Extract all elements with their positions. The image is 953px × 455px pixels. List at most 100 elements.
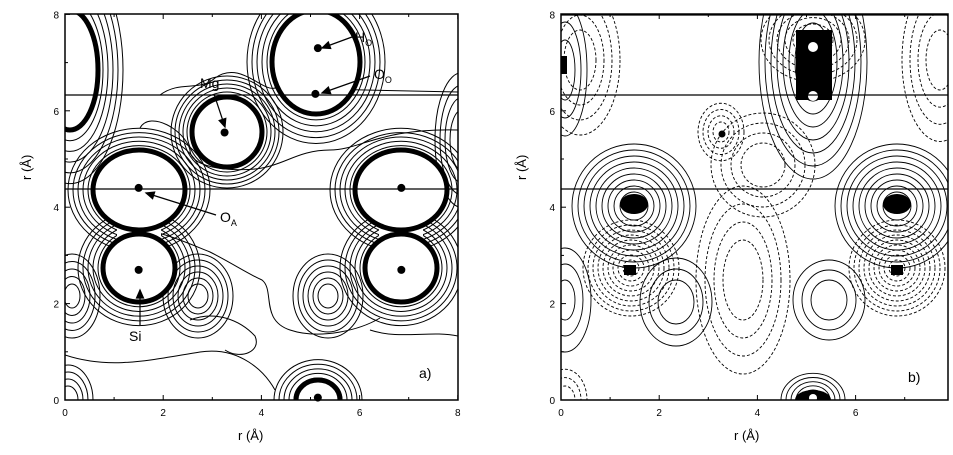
contour-line <box>704 203 782 357</box>
contour-line <box>858 229 936 307</box>
contour-line <box>563 29 597 91</box>
contour-line <box>639 257 713 347</box>
contour-line <box>182 277 214 315</box>
density-core <box>796 30 832 100</box>
atom-markers-a <box>134 44 406 402</box>
contour-line <box>613 185 655 227</box>
y-tick-label: 0 <box>53 396 59 407</box>
y-tick-label: 6 <box>53 107 59 118</box>
contour-line <box>65 385 79 400</box>
atom-marker-hole <box>809 394 817 400</box>
annotation-arrows <box>135 36 371 325</box>
contour-line <box>283 368 353 400</box>
contour-line <box>876 185 918 227</box>
contour-line <box>561 39 576 101</box>
y-tick-label: 8 <box>53 10 59 21</box>
contour-line <box>65 283 81 309</box>
panel-b-contours <box>561 14 948 400</box>
label-si: Si <box>129 328 141 344</box>
contour-line <box>561 279 576 321</box>
contour-line <box>65 261 96 331</box>
contour-line <box>597 234 665 302</box>
contour-line <box>307 271 349 321</box>
contour-line <box>189 315 257 355</box>
contour-line <box>187 283 209 309</box>
contour-line <box>612 249 650 287</box>
contour-line <box>601 173 667 239</box>
contour-line <box>278 363 358 400</box>
contour-line <box>740 142 786 188</box>
atom-dot <box>311 89 320 98</box>
x-axis-label-a: r (Å) <box>238 428 263 443</box>
density-core <box>891 265 903 275</box>
contour-line <box>561 377 582 400</box>
contour-line <box>587 224 675 312</box>
contour-line <box>607 179 661 233</box>
contour-line <box>909 14 948 125</box>
y-axis-label-a: r (Å) <box>19 155 34 180</box>
contour-line <box>444 98 458 182</box>
contour-line <box>707 115 735 149</box>
contour-line <box>730 132 796 198</box>
x-tick-label: 2 <box>160 408 166 419</box>
y-tick-label: 8 <box>549 10 555 21</box>
contour-line <box>582 219 680 317</box>
contour-line <box>561 14 588 137</box>
atom-dot <box>220 128 229 137</box>
ticks-b: 0 2 4 6 0 2 4 6 8 <box>549 10 906 419</box>
x-axis-label-b: r (Å) <box>734 428 759 443</box>
atom-dot <box>397 265 406 274</box>
contour-line <box>858 167 936 245</box>
contour-line <box>302 265 354 327</box>
contour-line <box>178 83 276 181</box>
x-tick-label: 8 <box>455 408 461 419</box>
contour-heavy <box>90 147 188 233</box>
y-tick-label: 2 <box>549 300 555 311</box>
atom-dot <box>313 44 322 53</box>
y-tick-label: 6 <box>549 107 555 118</box>
contour-line <box>251 14 381 139</box>
contour-line <box>607 244 655 292</box>
contour-line <box>758 14 868 180</box>
contour-line <box>577 149 691 263</box>
contour-line <box>592 229 670 307</box>
x-tick-label: 4 <box>755 408 761 419</box>
contour-line <box>561 385 576 400</box>
contour-line <box>888 259 906 277</box>
contour-line <box>246 14 386 145</box>
contour-line <box>174 79 280 185</box>
contour-line <box>65 350 276 391</box>
contour-line <box>312 277 344 315</box>
contour-line <box>561 263 584 337</box>
contour-heavy <box>65 14 101 133</box>
contour-line <box>595 167 673 245</box>
contour-line <box>848 219 946 317</box>
contour-heavy <box>269 14 363 117</box>
y-tick-label: 4 <box>53 203 59 214</box>
contour-line <box>622 259 640 277</box>
contour-line <box>792 23 834 57</box>
contour-heavy <box>100 231 178 305</box>
contour-line <box>864 173 930 239</box>
density-core <box>718 130 726 138</box>
contour-line <box>297 259 359 333</box>
annotation-arrow <box>145 192 217 216</box>
contour-line <box>177 271 219 321</box>
contour-line <box>722 239 764 321</box>
contour-line <box>792 259 866 341</box>
arrow-head <box>144 191 156 200</box>
contour-line <box>182 87 272 177</box>
contour-line <box>780 372 846 400</box>
contour-line <box>764 14 862 167</box>
y-tick-label: 2 <box>53 300 59 311</box>
contour-line <box>713 221 773 339</box>
contour-line <box>770 14 856 154</box>
contour-line <box>65 371 89 400</box>
contour-line <box>292 253 364 339</box>
contour-line <box>776 14 850 141</box>
contour-line <box>760 14 866 83</box>
density-core <box>624 265 636 275</box>
contour-line <box>256 14 376 133</box>
contour-line <box>810 279 848 321</box>
contour-line <box>65 364 94 400</box>
